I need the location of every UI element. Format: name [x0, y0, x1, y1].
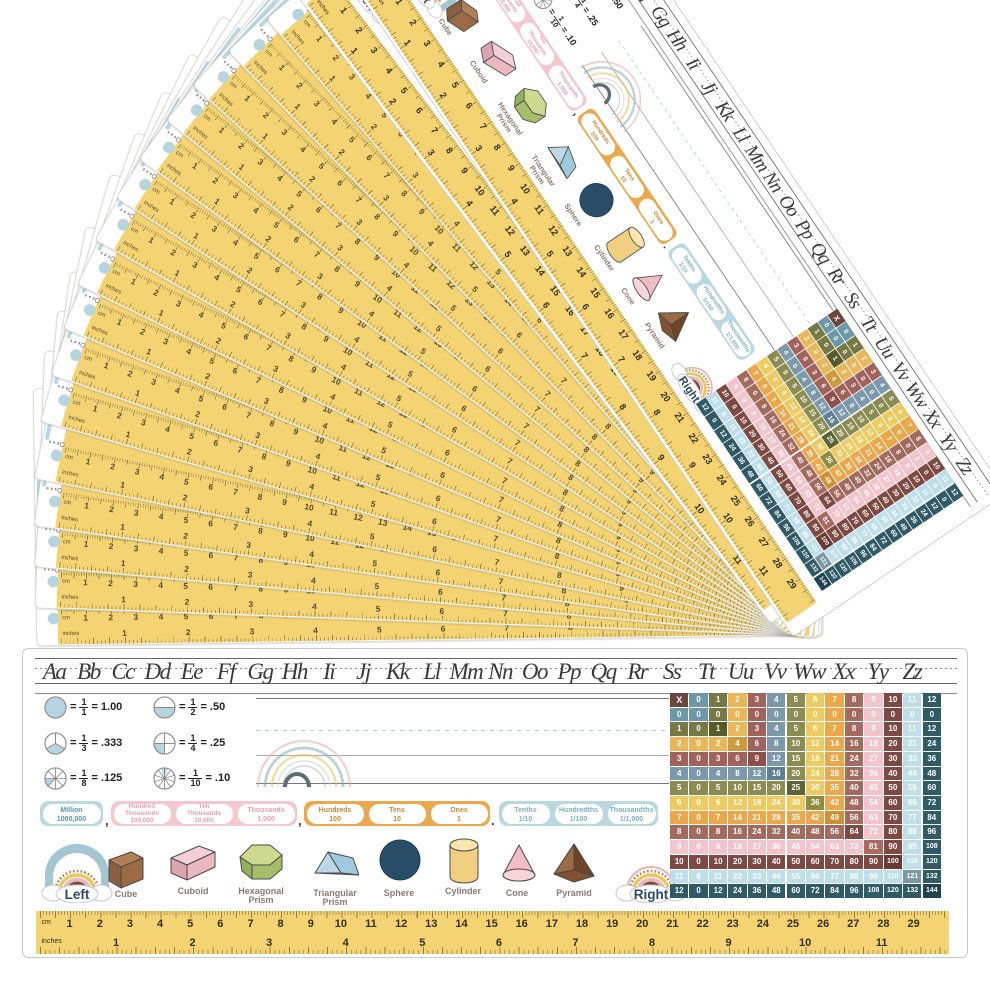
svg-text:Left: Left — [65, 887, 90, 902]
svg-text:Right: Right — [634, 887, 669, 902]
svg-text:Left: Left — [411, 0, 433, 6]
